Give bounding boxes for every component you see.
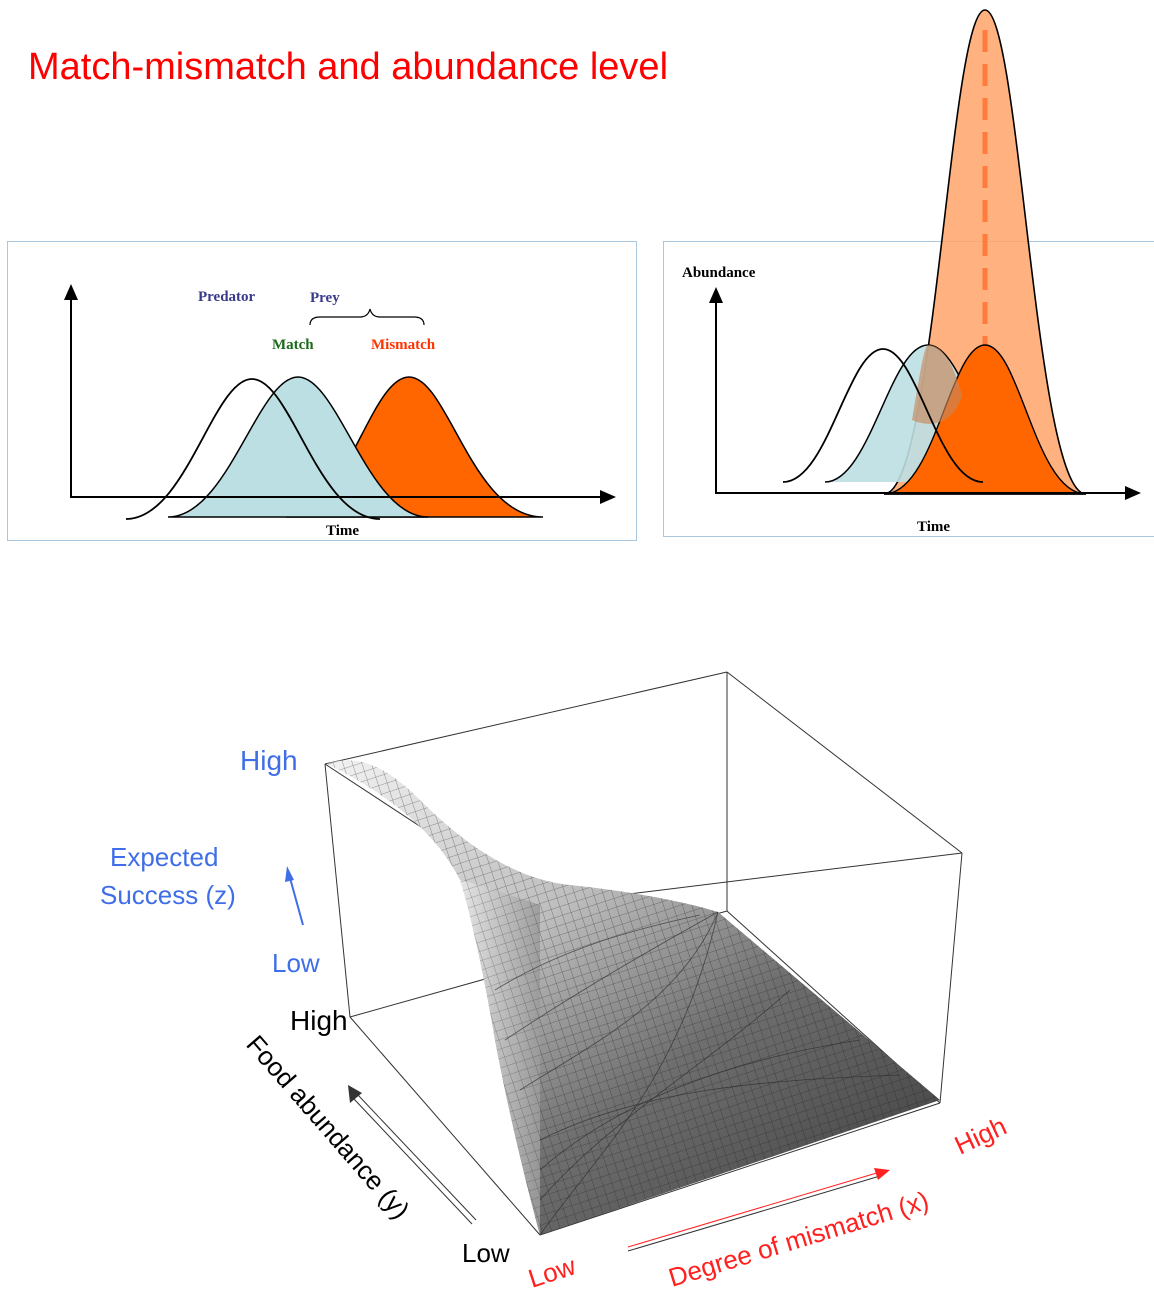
z-low-label: Low xyxy=(272,948,320,978)
prey-curve xyxy=(167,376,429,518)
x-axis-arrow-icon xyxy=(600,490,616,504)
z-axis-arrow-icon xyxy=(285,866,294,882)
y-axis-arrow xyxy=(348,1085,477,1225)
prey-brace xyxy=(309,308,425,326)
x-axis-arrow-icon xyxy=(874,1168,890,1180)
x-low-label: Low xyxy=(525,1250,580,1291)
x-axis-arrow xyxy=(627,1168,890,1252)
time-label: Time xyxy=(326,523,359,539)
success-surface xyxy=(327,760,940,1236)
mismatch-curve xyxy=(883,344,1087,495)
predator-label: Predator xyxy=(198,289,256,305)
time-label: Time xyxy=(917,519,950,535)
match-mismatch-panel: Predator Prey Match Mismatch Time xyxy=(7,241,637,541)
y-high-label: High xyxy=(290,1005,348,1036)
y-axis-arrow-icon xyxy=(348,1085,362,1103)
slide-title: Match-mismatch and abundance level xyxy=(28,46,669,88)
y-axis-label: Food abundance (y) xyxy=(240,1029,415,1224)
abundance-diagram: Abundance Time xyxy=(682,9,1141,535)
predator-curve xyxy=(782,348,984,483)
x-axis-arrow-icon xyxy=(1125,486,1141,500)
x-high-label: High xyxy=(950,1111,1011,1161)
mismatch-label: Mismatch xyxy=(371,337,436,353)
y-low-label: Low xyxy=(462,1238,510,1268)
predator-curve xyxy=(125,378,381,520)
abundance-label: Abundance xyxy=(682,265,756,281)
match-label: Match xyxy=(272,337,314,353)
z-axis-arrow xyxy=(285,866,304,926)
y-axis-arrow-icon xyxy=(64,284,78,300)
x-axis-label: Degree of mismatch (x) xyxy=(665,1185,932,1291)
match-mismatch-diagram: Predator Prey Match Mismatch Time xyxy=(64,284,616,539)
z-axis-label-line2: Success (z) xyxy=(100,880,236,910)
y-axis-arrow-icon xyxy=(709,287,723,303)
z-high-label: High xyxy=(240,745,298,776)
z-axis-label-line1: Expected xyxy=(110,842,218,872)
prey-label: Prey xyxy=(310,290,340,306)
